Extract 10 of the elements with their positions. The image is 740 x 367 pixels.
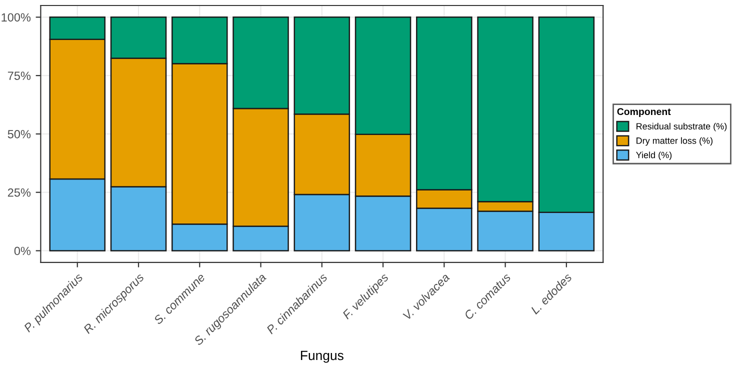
y-tick-label: 0%: [14, 246, 31, 256]
x-axis-title: Fungus: [300, 350, 344, 363]
y-tick-label: 100%: [2, 13, 31, 22]
y-tick-label: 75%: [8, 72, 31, 80]
legend-label: Yield (%): [636, 152, 672, 160]
y-tick-label: 50%: [8, 130, 31, 138]
legend-label: Dry matter loss (%): [636, 137, 712, 146]
y-tick-label: 25%: [8, 188, 31, 197]
legend-label: Residual substrate (%): [636, 122, 727, 132]
legend-title: Component: [617, 108, 671, 117]
